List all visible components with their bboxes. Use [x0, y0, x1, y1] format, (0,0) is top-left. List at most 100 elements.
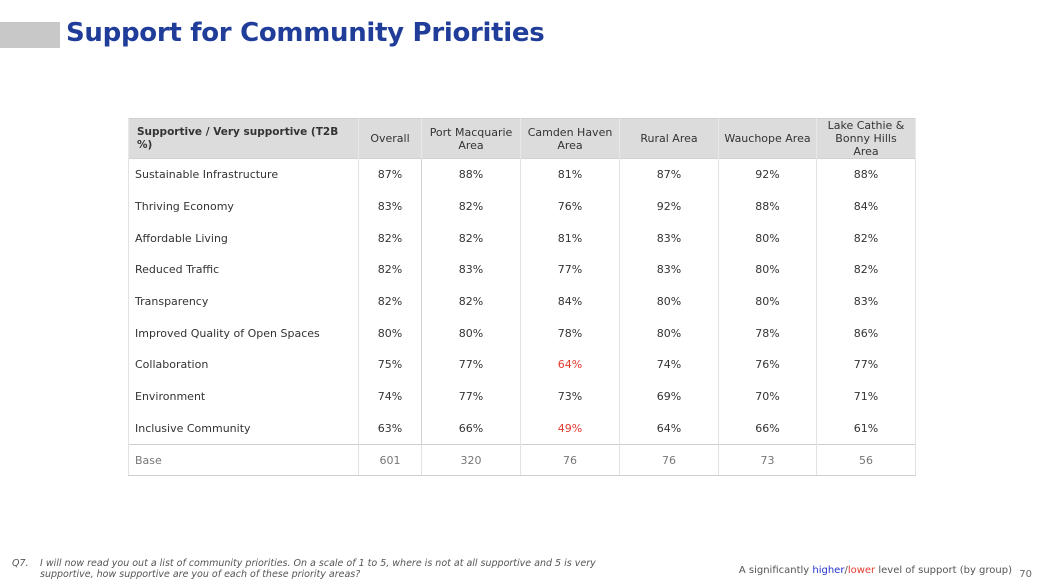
table-header-row: Supportive / Very supportive (T2B %) Over… — [128, 118, 916, 159]
table-row: Collaboration 75% 77% 64% 74% 76% 77% — [128, 349, 916, 381]
header-col-1: Overall — [358, 118, 422, 159]
table-cell: 86% — [816, 317, 916, 350]
legend-higher: higher — [812, 565, 845, 576]
row-label: Sustainable Infrastructure — [128, 157, 359, 191]
table-cell: 76% — [520, 190, 620, 223]
priorities-table: Supportive / Very supportive (T2B %) Over… — [128, 118, 916, 477]
header-col-3: Camden Haven Area — [520, 118, 620, 159]
table-cell: 82% — [421, 222, 521, 255]
table-cell: 83% — [358, 190, 422, 223]
base-cell: 73 — [718, 444, 817, 477]
table-cell: 64% — [520, 349, 620, 381]
page-title: Support for Community Priorities — [66, 18, 545, 48]
table-cell: 80% — [718, 285, 817, 318]
table-cell: 92% — [619, 190, 719, 223]
table-cell: 84% — [816, 190, 916, 223]
table-cell: 92% — [718, 157, 817, 191]
table-cell: 80% — [718, 254, 817, 286]
page-number: 70 — [1019, 569, 1032, 580]
table-cell: 88% — [816, 157, 916, 191]
table-cell: 81% — [520, 222, 620, 255]
table-cell: 66% — [718, 412, 817, 445]
table-cell: 78% — [718, 317, 817, 350]
row-label: Thriving Economy — [128, 190, 359, 223]
question-text: I will now read you out a list of commun… — [40, 558, 596, 580]
table-row: Improved Quality of Open Spaces 80% 80% 78%… — [128, 317, 916, 350]
table-cell: 80% — [358, 317, 422, 350]
table-row: Reduced Traffic 82% 83% 77% 83% 80% 82% — [128, 254, 916, 286]
base-cell: 76 — [619, 444, 719, 477]
row-label: Collaboration — [128, 349, 359, 381]
title-accent-bar — [0, 22, 60, 48]
table-row: Affordable Living 82% 82% 81% 83% 80% 82% — [128, 222, 916, 255]
header-col-4: Rural Area — [619, 118, 719, 159]
base-label: Base — [128, 444, 359, 477]
table-cell: 77% — [816, 349, 916, 381]
base-cell: 76 — [520, 444, 620, 477]
base-row: Base 601 320 76 76 73 56 — [128, 444, 916, 477]
table-cell: 61% — [816, 412, 916, 445]
table-cell: 83% — [619, 222, 719, 255]
table-cell: 88% — [421, 157, 521, 191]
table-cell: 63% — [358, 412, 422, 445]
header-col-6: Lake Cathie & Bonny Hills Area — [816, 118, 916, 159]
priorities-table-container: Supportive / Very supportive (T2B %) Over… — [128, 118, 916, 477]
table-cell: 75% — [358, 349, 422, 381]
table-cell: 78% — [520, 317, 620, 350]
table-cell: 82% — [358, 285, 422, 318]
table-cell: 80% — [718, 222, 817, 255]
table-cell: 66% — [421, 412, 521, 445]
table-row: Transparency 82% 82% 84% 80% 80% 83% — [128, 285, 916, 318]
header-col-5: Wauchope Area — [718, 118, 817, 159]
table-cell: 87% — [358, 157, 422, 191]
table-cell: 73% — [520, 380, 620, 413]
table-cell: 82% — [358, 254, 422, 286]
header-row-label: Supportive / Very supportive (T2B %) — [128, 118, 359, 159]
table-cell: 82% — [421, 285, 521, 318]
base-cell: 601 — [358, 444, 422, 477]
table-cell: 82% — [358, 222, 422, 255]
table-cell: 77% — [421, 349, 521, 381]
table-cell: 49% — [520, 412, 620, 445]
legend-suffix: level of support (by group) — [875, 565, 1012, 576]
legend-lower: lower — [847, 565, 876, 576]
table-cell: 77% — [520, 254, 620, 286]
table-cell: 83% — [421, 254, 521, 286]
table-cell: 83% — [619, 254, 719, 286]
table-cell: 77% — [421, 380, 521, 413]
table-body: Sustainable Infrastructure 87% 88% 81% 87% 92… — [128, 157, 916, 477]
header-col-2: Port Macquarie Area — [421, 118, 521, 159]
significance-legend: A significantly higher/lower level of su… — [739, 565, 1012, 576]
row-label: Reduced Traffic — [128, 254, 359, 286]
table-cell: 82% — [421, 190, 521, 223]
table-cell: 88% — [718, 190, 817, 223]
table-cell: 82% — [816, 222, 916, 255]
table-row: Sustainable Infrastructure 87% 88% 81% 87% 92… — [128, 157, 916, 191]
base-cell: 56 — [816, 444, 916, 477]
legend-separator: / — [844, 565, 848, 576]
table-cell: 70% — [718, 380, 817, 413]
row-label: Affordable Living — [128, 222, 359, 255]
table-cell: 80% — [421, 317, 521, 350]
table-cell: 81% — [520, 157, 620, 191]
table-cell: 84% — [520, 285, 620, 318]
row-label: Inclusive Community — [128, 412, 359, 445]
table-row: Thriving Economy 83% 82% 76% 92% 88% 84% — [128, 190, 916, 223]
table-cell: 64% — [619, 412, 719, 445]
row-label: Environment — [128, 380, 359, 413]
table-row: Environment 74% 77% 73% 69% 70% 71% — [128, 380, 916, 413]
table-cell: 76% — [718, 349, 817, 381]
table-cell: 69% — [619, 380, 719, 413]
table-cell: 83% — [816, 285, 916, 318]
question-number: Q7. — [12, 558, 29, 569]
table-cell: 74% — [619, 349, 719, 381]
table-cell: 80% — [619, 285, 719, 318]
base-cell: 320 — [421, 444, 521, 477]
table-cell: 87% — [619, 157, 719, 191]
row-label: Transparency — [128, 285, 359, 318]
row-label: Improved Quality of Open Spaces — [128, 317, 359, 350]
table-cell: 71% — [816, 380, 916, 413]
table-cell: 80% — [619, 317, 719, 350]
table-row: Inclusive Community 63% 66% 49% 64% 66% 61% — [128, 412, 916, 445]
legend-prefix: A significantly — [738, 565, 813, 576]
